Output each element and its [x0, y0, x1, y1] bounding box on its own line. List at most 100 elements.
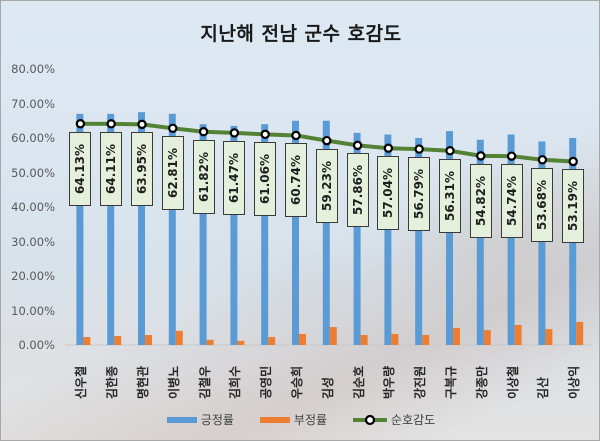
- data-label: 61.82%: [192, 139, 215, 214]
- positive-bar: [292, 120, 299, 345]
- x-tick-label: 김희수: [228, 365, 243, 399]
- positive-bar: [507, 134, 515, 345]
- y-tick-label: 30.00%: [11, 234, 55, 249]
- negative-bar: [237, 340, 245, 345]
- negative-bar: [453, 328, 460, 345]
- negative-bar: [360, 334, 368, 345]
- x-tick-label: 강종만: [474, 365, 489, 399]
- positive-bar: [538, 141, 546, 345]
- negative-bar: [145, 334, 152, 345]
- legend: 긍정률 부정률 순호감도: [1, 411, 599, 428]
- data-label: 64.11%: [100, 131, 123, 206]
- legend-label-positive: 긍정률: [200, 413, 234, 427]
- data-label: 57.04%: [377, 156, 400, 231]
- line-marker: [506, 151, 517, 161]
- y-tick-label: 40.00%: [11, 200, 55, 214]
- negative-bar: [545, 329, 553, 345]
- legend-label-net: 순호감도: [391, 413, 436, 427]
- x-tick-label: 김순호: [351, 365, 366, 399]
- line-marker: [383, 143, 394, 153]
- positive-bar: [230, 125, 238, 345]
- data-label: 59.23%: [315, 148, 338, 223]
- x-tick-label: 공영민: [259, 365, 274, 399]
- line-marker: [476, 151, 486, 161]
- line-marker: [198, 127, 209, 137]
- data-label: 53.19%: [562, 169, 585, 244]
- y-tick-label: 70.00%: [11, 96, 55, 111]
- negative-bar: [114, 336, 122, 345]
- positive-bar: [199, 124, 207, 345]
- data-label: 64.13%: [69, 131, 92, 206]
- y-tick-label: 60.00%: [11, 131, 55, 145]
- positive-bar: [476, 139, 484, 345]
- legend-label-negative: 부정률: [293, 413, 328, 427]
- y-tick-label: 20.00%: [11, 269, 55, 283]
- negative-bar: [206, 339, 214, 345]
- data-label: 53.68%: [531, 167, 554, 242]
- legend-item-net: 순호감도: [353, 411, 435, 428]
- positive-bar: [138, 112, 145, 345]
- x-tick-label: 우승희: [290, 365, 304, 399]
- data-label: 61.06%: [254, 142, 277, 217]
- line-marker: [291, 130, 301, 141]
- positive-bar: [353, 132, 361, 345]
- x-tick-label: 김한종: [105, 365, 120, 399]
- positive-swatch-icon: [166, 416, 197, 423]
- line-marker: [537, 155, 548, 165]
- line-marker: [352, 140, 363, 151]
- negative-swatch-icon: [259, 416, 290, 423]
- x-tick-label: 신우철: [74, 365, 89, 399]
- x-tick-label: 명현관: [136, 365, 150, 399]
- data-label: 56.31%: [439, 158, 461, 233]
- x-tick-label: 이병노: [166, 365, 181, 399]
- line-marker-icon: [353, 414, 388, 425]
- line-marker: [106, 119, 116, 129]
- positive-bar: [76, 113, 84, 345]
- x-tick-label: 김철우: [197, 365, 212, 399]
- y-tick-label: 0.00%: [18, 338, 55, 352]
- data-label: 56.79%: [408, 157, 431, 232]
- positive-bar: [446, 131, 453, 345]
- x-tick-label: 강진원: [413, 365, 428, 399]
- x-tick-label: 구복규: [444, 365, 458, 399]
- negative-bar: [83, 337, 91, 345]
- negative-bar: [329, 327, 337, 345]
- legend-item-negative: 부정률: [259, 411, 328, 428]
- line-marker: [445, 146, 455, 156]
- line-marker: [137, 119, 147, 130]
- line-marker: [229, 128, 240, 138]
- line-marker: [168, 123, 178, 134]
- line-marker: [414, 144, 424, 154]
- negative-bar: [422, 334, 430, 345]
- chart-title: 지난해 전남 군수 호감도: [200, 23, 402, 45]
- negative-bar: [483, 330, 491, 345]
- data-label: 60.74%: [285, 143, 307, 218]
- positive-bar: [107, 113, 115, 345]
- data-label: 54.82%: [469, 163, 492, 238]
- negative-bar: [299, 333, 306, 345]
- negative-bar: [391, 333, 399, 345]
- data-label: 54.74%: [500, 164, 523, 239]
- negative-bar: [175, 330, 183, 345]
- y-tick-label: 80.00%: [11, 62, 55, 76]
- data-label: 61.47%: [223, 140, 246, 215]
- x-tick-label: 김산: [536, 376, 551, 399]
- negative-bar: [514, 324, 522, 345]
- line-marker: [75, 119, 86, 129]
- negative-bar: [268, 337, 276, 345]
- y-tick-label: 10.00%: [11, 303, 55, 318]
- positive-bar: [322, 120, 330, 345]
- positive-bar: [168, 113, 176, 345]
- line-marker: [322, 135, 332, 146]
- x-tick-label: 박우량: [382, 365, 397, 399]
- legend-item-positive: 긍정률: [166, 411, 234, 428]
- data-label: 57.86%: [346, 153, 369, 228]
- positive-bar: [384, 134, 392, 345]
- line-marker: [260, 129, 270, 140]
- line-marker: [568, 156, 578, 167]
- x-tick-label: 이상철: [505, 365, 520, 399]
- x-tick-label: 이상익: [567, 365, 582, 399]
- x-tick-label: 김성: [320, 376, 335, 399]
